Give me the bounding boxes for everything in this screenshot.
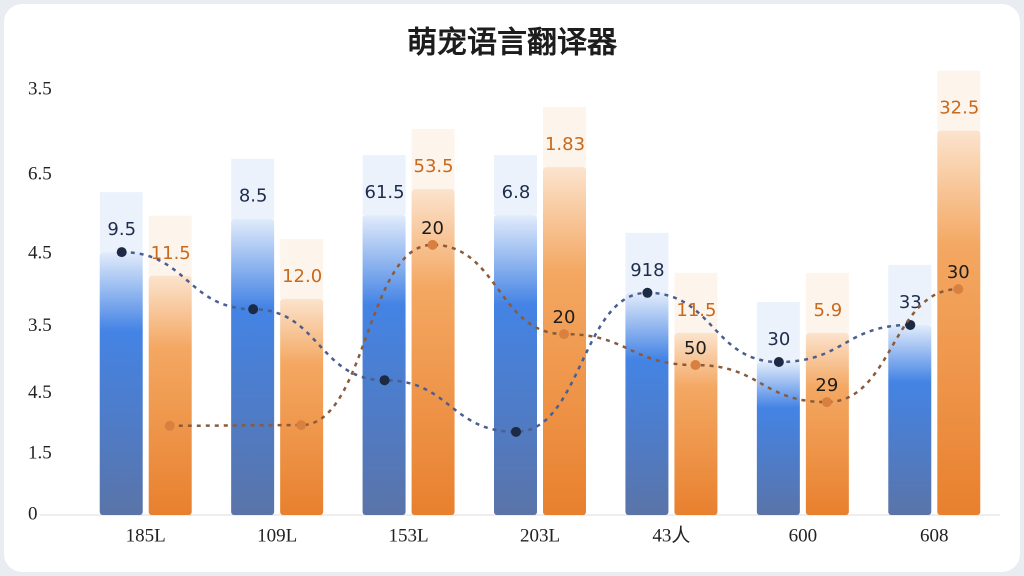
bar xyxy=(937,130,981,515)
data-label: 12.0 xyxy=(282,266,322,287)
bar-glow xyxy=(231,158,275,219)
bar-glow xyxy=(362,155,406,216)
bar xyxy=(280,298,324,515)
bar xyxy=(674,332,718,515)
bar xyxy=(362,215,406,516)
bar-glow xyxy=(280,238,324,299)
bar xyxy=(805,332,849,515)
point-label: 30 xyxy=(947,262,970,283)
trend-point xyxy=(296,420,307,431)
data-label: 6.8 xyxy=(502,182,531,203)
trend-point xyxy=(248,304,259,315)
bar-glow xyxy=(411,128,455,189)
data-label: 5.9 xyxy=(814,300,843,321)
y-tick-label: 3.5 xyxy=(28,315,52,336)
x-tick-label: 600 xyxy=(789,525,818,546)
bar-glow xyxy=(756,302,800,362)
bar-glow xyxy=(937,70,981,131)
bar-glow xyxy=(805,272,849,333)
data-label: 11.5 xyxy=(676,300,716,321)
trend-point xyxy=(559,329,569,340)
bar xyxy=(494,215,537,516)
trend-point xyxy=(642,287,653,298)
data-label: 8.5 xyxy=(239,186,268,207)
trend-point xyxy=(164,420,175,431)
data-label: 32.5 xyxy=(939,98,979,119)
x-tick-label: 43人 xyxy=(652,524,690,546)
trend-point xyxy=(116,247,127,258)
bar-glow xyxy=(625,232,669,293)
data-label: 30 xyxy=(767,329,790,350)
bar-glow xyxy=(543,107,586,168)
point-label: 20 xyxy=(421,218,444,239)
x-tick-label: 608 xyxy=(920,525,949,546)
y-tick-label: 0 xyxy=(28,503,38,524)
data-label: 11.5 xyxy=(151,243,191,264)
bar xyxy=(148,275,192,515)
trend-point xyxy=(690,360,701,371)
trend-point xyxy=(953,284,964,295)
point-label: 29 xyxy=(815,375,838,396)
trend-point xyxy=(511,426,521,437)
y-tick-label: 6.5 xyxy=(28,163,52,184)
data-label: 9.5 xyxy=(107,219,136,240)
bar xyxy=(756,362,800,515)
data-label: 53.5 xyxy=(414,156,454,177)
trend-point xyxy=(821,397,832,408)
y-tick-label: 1.5 xyxy=(28,443,52,464)
point-label: 20 xyxy=(553,307,576,328)
bar xyxy=(411,188,455,515)
bar xyxy=(231,218,275,515)
data-label: 1.83 xyxy=(545,134,585,155)
trend-point xyxy=(379,375,390,386)
bar-glow xyxy=(99,192,143,253)
y-tick-label: 4.5 xyxy=(28,382,52,403)
trend-point xyxy=(773,357,784,367)
bar-glow xyxy=(148,215,192,276)
data-label: 33 xyxy=(899,292,922,313)
data-label: 918 xyxy=(630,260,664,281)
bar xyxy=(99,252,143,515)
y-tick-label: 4.5 xyxy=(28,242,52,263)
plot: 0 1.5 4.5 3.5 4.5 6.5 3.5 185L 109L 153L 203L 43人 60… xyxy=(28,70,1000,546)
bar xyxy=(543,167,586,515)
x-tick-label: 153L xyxy=(389,525,429,546)
x-tick-label: 185L xyxy=(126,525,166,546)
x-tick-label: 203L xyxy=(520,525,560,546)
trend-line xyxy=(169,243,959,427)
chart-title: 萌宠语言翻译器 xyxy=(407,26,618,61)
y-tick-label: 3.5 xyxy=(28,78,52,99)
bar-glow xyxy=(494,155,537,216)
x-tick-label: 109L xyxy=(257,525,297,546)
bar-glow xyxy=(888,264,932,325)
trend-point xyxy=(427,239,438,250)
bar xyxy=(625,292,669,515)
data-label: 61.5 xyxy=(365,182,405,203)
point-label: 50 xyxy=(684,338,707,359)
bar xyxy=(888,324,932,515)
